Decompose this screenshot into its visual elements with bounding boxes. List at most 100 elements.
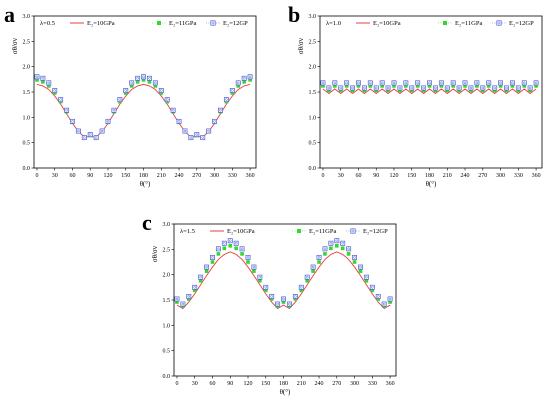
data-point-inner-circle — [223, 242, 226, 245]
data-point-circle-square — [204, 264, 210, 270]
data-point-square — [350, 88, 355, 93]
y-tick-label: 3.0 — [23, 14, 31, 20]
data-point-square — [159, 91, 164, 95]
data-point-circle-square — [111, 107, 117, 113]
data-point-circle-square — [432, 85, 438, 91]
data-point-square — [398, 88, 402, 93]
data-point-square — [129, 84, 134, 88]
data-point-circle-square — [373, 85, 379, 91]
data-point-square — [409, 88, 414, 93]
data-point-square — [246, 260, 250, 264]
x-tick-label: 360 — [532, 173, 541, 179]
data-point-inner-circle — [65, 108, 68, 112]
legend-circle-inner — [211, 21, 215, 25]
data-point-square — [534, 84, 538, 88]
data-point-circle-square — [105, 118, 111, 124]
data-point-square — [516, 88, 521, 93]
data-point-circle-square — [99, 128, 105, 134]
data-point-circle-square — [427, 80, 432, 86]
data-point-inner-circle — [404, 81, 408, 85]
x-tick-label: 210 — [297, 381, 306, 387]
data-point-inner-circle — [124, 89, 128, 92]
data-point-circle-square — [152, 80, 158, 86]
data-point-circle-square — [245, 254, 251, 260]
data-point-circle-square — [486, 80, 492, 86]
x-tick-label: 120 — [244, 381, 253, 387]
x-tick-label: 90 — [373, 173, 379, 179]
data-point-circle-square — [456, 85, 462, 91]
data-point-inner-circle — [112, 108, 116, 112]
y-tick-label: 0.5 — [23, 141, 31, 147]
data-point-circle-square — [415, 80, 421, 86]
x-tick-label: 300 — [350, 381, 359, 387]
legend-circle-square-marker — [210, 20, 216, 26]
y-tick-label: 3.0 — [309, 14, 317, 20]
data-point-inner-circle — [534, 81, 538, 85]
y-tick-label: 3.0 — [163, 222, 171, 228]
x-tick-label: 360 — [386, 381, 395, 387]
data-point-inner-circle — [195, 133, 199, 136]
data-point-circle-square — [221, 240, 227, 246]
data-point-square — [510, 84, 515, 88]
data-point-inner-circle — [217, 247, 220, 251]
data-point-circle-square — [346, 246, 352, 252]
data-point-circle-square — [358, 264, 363, 270]
data-point-circle-square — [194, 132, 200, 138]
data-point-square — [392, 84, 396, 88]
legend-square-marker — [297, 229, 301, 233]
y-tick-label: 2.0 — [309, 65, 317, 71]
data-point-circle-square — [356, 80, 361, 86]
data-point-square — [368, 84, 373, 88]
x-tick-label: 0 — [35, 173, 38, 179]
data-point-inner-circle — [528, 86, 532, 90]
data-point-inner-circle — [341, 242, 344, 245]
data-point-circle-square — [332, 80, 338, 86]
y-tick-label: 1.5 — [309, 90, 317, 96]
x-tick-label: 150 — [261, 381, 270, 387]
data-point-square — [364, 278, 369, 283]
data-point-inner-circle — [234, 242, 238, 245]
data-point-circle-square — [310, 264, 316, 270]
data-point-square — [327, 88, 331, 93]
legend-label: E₂=10GPa — [87, 20, 115, 27]
data-point-inner-circle — [211, 256, 214, 259]
data-point-inner-circle — [258, 275, 262, 279]
data-point-inner-circle — [130, 81, 133, 85]
data-point-circle-square — [367, 80, 373, 86]
x-tick-label: 30 — [192, 381, 198, 387]
data-point-inner-circle — [369, 81, 372, 85]
data-point-circle-square — [492, 85, 498, 91]
y-axis-label: σθ/σv — [11, 37, 19, 54]
panel-letter-b: b — [288, 2, 301, 27]
data-point-circle-square — [93, 135, 99, 141]
data-point-inner-circle — [481, 86, 485, 90]
data-point-circle-square — [504, 85, 509, 91]
data-point-square — [228, 243, 233, 248]
data-point-inner-circle — [493, 86, 496, 90]
chart-panel-c: 0 30 60 90 120 150 180 210 240 270 300 330 360 0.0 0.5… — [151, 222, 397, 396]
data-point-circle-square — [387, 296, 393, 302]
data-point-circle-square — [212, 118, 218, 124]
data-point-circle-square — [223, 97, 229, 103]
x-axis-label: θ(°) — [140, 180, 151, 188]
y-axis-label: σθ/σv — [297, 37, 305, 54]
data-point-square — [329, 246, 333, 251]
data-point-circle-square — [235, 80, 241, 86]
data-point-circle-square — [158, 88, 164, 93]
data-point-inner-circle — [327, 86, 331, 90]
data-point-square — [47, 84, 51, 88]
data-point-inner-circle — [359, 265, 362, 269]
data-point-inner-circle — [487, 81, 490, 85]
data-point-inner-circle — [294, 295, 297, 298]
data-point-square — [463, 84, 467, 88]
data-point-circle-square — [186, 294, 192, 299]
data-point-inner-circle — [353, 256, 356, 259]
data-point-square — [175, 300, 179, 304]
data-point-circle-square — [450, 80, 456, 86]
data-point-inner-circle — [323, 247, 327, 251]
data-point-circle-square — [117, 97, 123, 103]
data-point-circle-square — [304, 274, 310, 280]
legend-label: E₂=12GP — [363, 228, 388, 235]
data-point-inner-circle — [392, 81, 396, 85]
data-point-inner-circle — [154, 81, 157, 85]
